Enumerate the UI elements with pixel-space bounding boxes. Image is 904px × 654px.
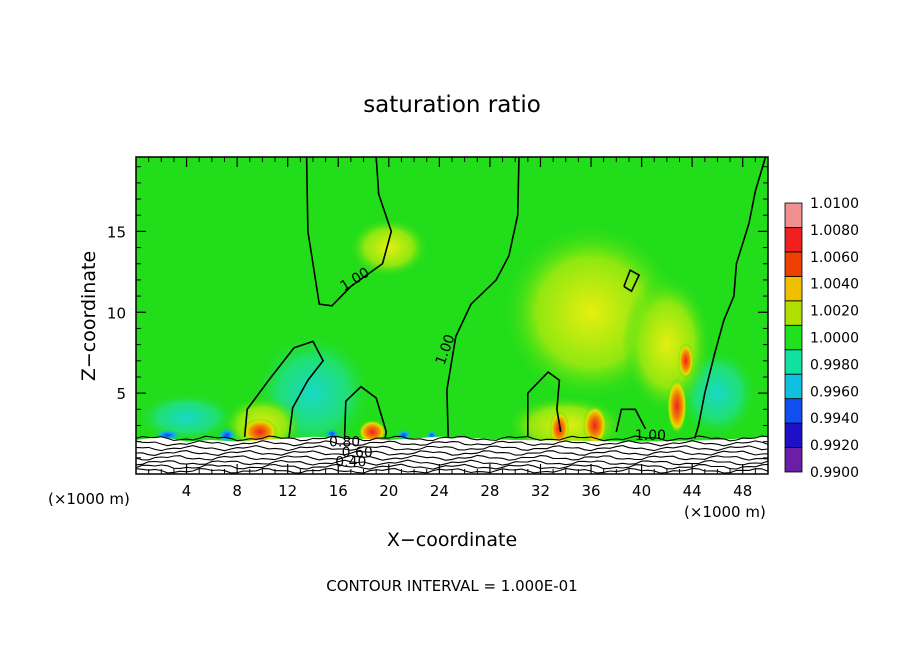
field-patch [677,342,694,379]
x-tick-label: 36 [581,482,600,500]
colorbar-swatch [784,251,803,277]
x-tick-label: 32 [531,482,550,500]
x-unit-right: (×1000 m) [684,503,766,521]
field-patch [348,217,429,278]
colorbar-label: 0.9940 [810,411,859,427]
colorbar-swatch [784,227,803,253]
y-axis-label: Z−coordinate [78,251,100,381]
contour-label: 1.00 [635,428,666,444]
contour-line [527,371,562,437]
contour-line [615,408,647,433]
y-tick-label: 5 [116,385,126,403]
colorbar-label: 0.9900 [810,465,859,481]
contour-line [343,385,388,439]
colorbar-swatch [784,202,803,228]
colorbar-label: 1.0000 [810,331,859,347]
colorbar-swatch [784,447,803,473]
x-tick-label: 48 [733,482,752,500]
contour-line [693,157,767,439]
ground-contour-line [136,450,768,456]
x-axis: 4 8 12 16 20 24 28 32 36 40 44 48 [148,157,756,500]
y-tick-label: 10 [107,304,126,322]
x-tick-label: 44 [683,482,702,500]
colorbar-swatch [784,373,803,400]
footer-contour-interval: CONTOUR INTERVAL = 1.000E-01 [326,577,577,595]
contour-line [623,269,641,293]
x-axis-label: X−coordinate [387,529,517,551]
x-tick-label: 8 [232,482,242,500]
colorbar-label: 1.0040 [810,277,859,293]
x-tick-label: 20 [379,482,398,500]
colorbar-label: 1.0080 [810,223,859,239]
x-unit-left: (×1000 m) [48,490,130,508]
ground-contour-line [136,463,768,470]
colorbar-label: 0.9960 [810,384,859,400]
contour-line [243,340,325,439]
contour-line [446,157,520,437]
contour-line [305,157,393,307]
contour-label: 0.40 [335,455,366,471]
ground-contour-line [136,445,768,452]
colorbar-swatch [784,398,803,424]
x-tick-label: 4 [182,482,192,500]
colorbar-label: 1.0100 [810,196,859,212]
chart-title: saturation ratio [363,92,541,118]
contour-label: 0.60 [342,445,373,461]
colorbar-swatch [784,349,803,375]
colorbar-swatch [784,422,803,448]
colorbar-label: 1.0020 [810,304,859,320]
field-patch [666,378,687,435]
colorbar-label: 0.9980 [810,357,859,373]
ground-contour-line [136,435,768,442]
colorbar-swatch [784,275,803,302]
x-tick-label: 16 [329,482,348,500]
heatmap-field [136,157,768,474]
colorbar: 1.0100 1.0080 1.0060 1.0040 1.0020 1.0000 0.99… [784,196,859,481]
colorbar-swatch [784,300,803,326]
x-tick-label: 40 [632,482,651,500]
x-tick-label: 12 [278,482,297,500]
field-patch [582,405,607,446]
colorbar-label: 1.0060 [810,250,859,266]
ground-contour-line [136,454,768,461]
x-tick-label: 28 [480,482,499,500]
colorbar-swatch [784,324,803,351]
contour-label: 0.80 [329,435,360,451]
x-tick-label: 24 [430,482,449,500]
ground-contour-line [136,440,768,447]
field-patch [621,274,712,415]
colorbar-label: 0.9920 [810,438,859,454]
y-axis: 5 10 15 [107,166,768,459]
y-tick-label: 15 [107,223,126,241]
ground-contour-line [136,459,768,466]
